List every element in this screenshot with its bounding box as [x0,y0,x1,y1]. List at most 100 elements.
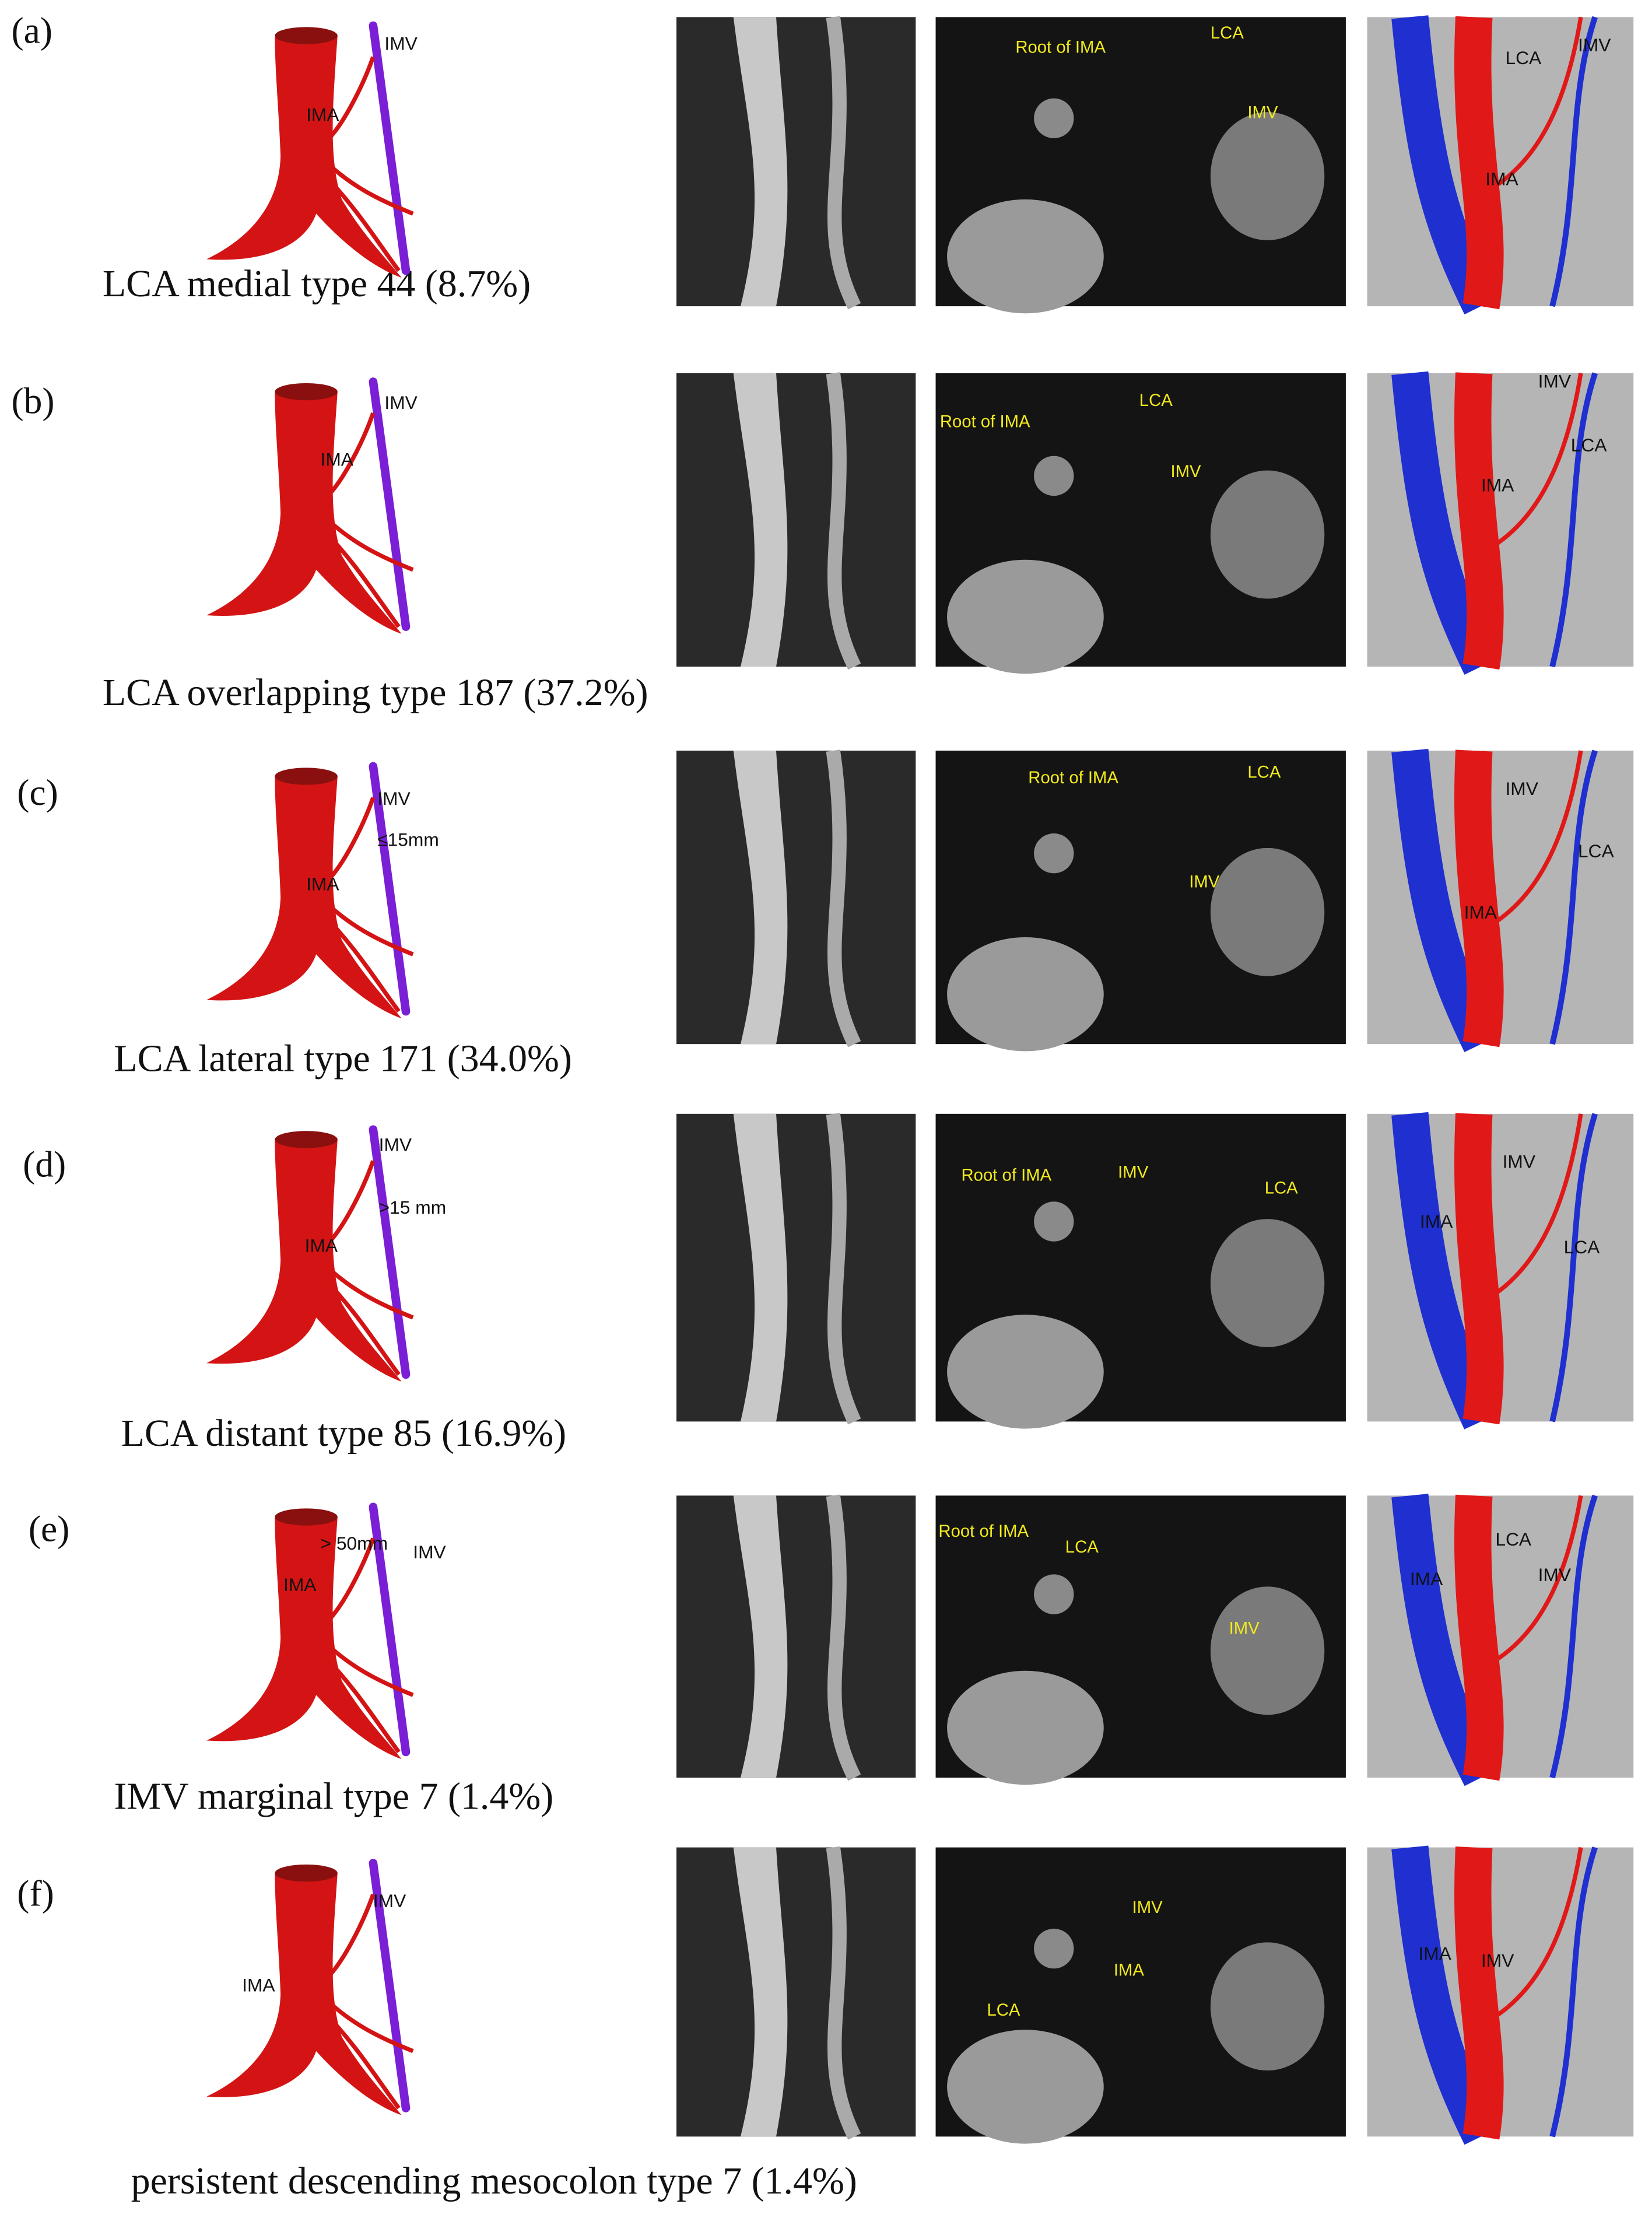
ct-organ [1210,112,1325,240]
ct-vessel [1034,98,1074,139]
schematic [206,1125,414,1382]
ct-label: Root of IMA [938,1522,1029,1541]
imv-vessel [369,377,411,631]
mip-vessel [826,1846,861,2140]
imv-vessel [369,1502,411,1757]
caption: persistent descending mesocolon type 7 (… [131,2160,857,2202]
panel-label: (c) [17,772,58,813]
diagram-label: IMA [305,1235,338,1256]
ct-label: LCA [1211,23,1244,43]
ct-label: IMV [1118,1163,1149,1182]
aorta [206,1516,402,1760]
caption: LCA lateral type 171 (34.0%) [114,1038,572,1080]
mip-vessel [733,1847,788,2137]
render-branch [1549,1494,1598,1779]
render-branch [1549,1113,1598,1422]
aorta-top [275,768,338,785]
branches [318,1893,414,2110]
diagram-label: IMV [384,392,418,413]
diagram-label: IMV [377,788,411,809]
mip-vessel [826,749,861,1047]
ct-organ [947,1670,1104,1785]
render-branch [1487,373,1583,551]
diagram-label: IMA [321,449,354,470]
mip-vessel [826,372,861,670]
ct-label: Root of IMA [1028,768,1118,787]
render-label: IMV [1481,1950,1514,1971]
ct-label: LCA [987,2000,1020,2020]
ct-vessel [1034,1928,1074,1969]
aorta [206,36,402,278]
schematic [206,1502,414,1760]
render-branch [1487,1113,1583,1301]
render-label: LCA [1505,47,1542,68]
render-label: IMV [1578,34,1611,55]
branches [318,797,414,1013]
aorta-top [275,27,338,44]
render-vein [1391,15,1498,315]
render-vein [1391,371,1498,675]
ct-organ [947,559,1104,674]
ct-vessel [1034,455,1074,496]
render-branch [1487,1846,1583,2023]
render-label: IMA [1410,1568,1443,1589]
panel-label: (a) [12,9,52,51]
caption: LCA medial type 44 (8.7%) [103,262,531,305]
render-label: LCA [1495,1529,1532,1550]
diagram-label: IMA [306,873,339,894]
render-artery [1454,1113,1504,1425]
ct-vessel [1034,1574,1074,1614]
render-label: IMA [1418,1943,1451,1964]
mip-vessel [733,1113,788,1422]
schematic [206,377,414,634]
render-label: LCA [1564,1236,1601,1257]
render-branch [1487,750,1583,929]
ct-label: IMV [1189,873,1220,892]
ct-organ [947,2030,1104,2144]
caption: LCA overlapping type 187 (37.2%) [103,671,648,714]
ct-organ [1210,470,1325,599]
ct-organ [947,1315,1104,1429]
mip-vessel [826,16,861,310]
ct-label: LCA [1247,762,1281,782]
render-artery [1454,372,1504,670]
aorta-top [275,1131,338,1148]
ct-organ [947,937,1104,1052]
render-branch [1549,372,1598,668]
ct-label: IMV [1171,462,1202,481]
mip-vessel [733,373,788,667]
branches [318,1160,414,1376]
schematic [206,21,414,278]
ct-label: LCA [1139,391,1173,410]
ct-vessel [1034,1201,1074,1242]
render-vein [1391,1112,1498,1429]
ct-label: Root of IMA [1015,37,1106,57]
render-label: IMA [1481,475,1514,496]
mip-vessel [733,1495,788,1778]
aorta [206,1873,402,2115]
ct-label: LCA [1065,1537,1099,1557]
render-label: IMV [1503,1151,1536,1172]
ct-vessel [1034,833,1074,874]
mip-image [676,751,916,1045]
render-artery [1454,1494,1504,1781]
render-label: IMV [1538,370,1572,391]
aorta [206,1139,402,1382]
mip-image [676,1495,916,1778]
render-vein [1391,1494,1498,1786]
mip-image [676,17,916,307]
diagram-label: IMA [306,104,339,125]
render-artery [1454,749,1504,1047]
diagram-label: IMV [379,1134,412,1155]
render-artery [1454,1846,1504,2140]
aorta-top [275,1864,338,1882]
branches [318,412,414,628]
diagram-label: IMV [384,33,418,54]
render-label: IMA [1464,902,1497,923]
render-branch [1549,1846,1598,2138]
mip-image [676,1847,916,2137]
panel-label: (d) [23,1143,66,1185]
diagram-label: IMV [413,1541,446,1562]
render-label: LCA [1571,435,1608,455]
